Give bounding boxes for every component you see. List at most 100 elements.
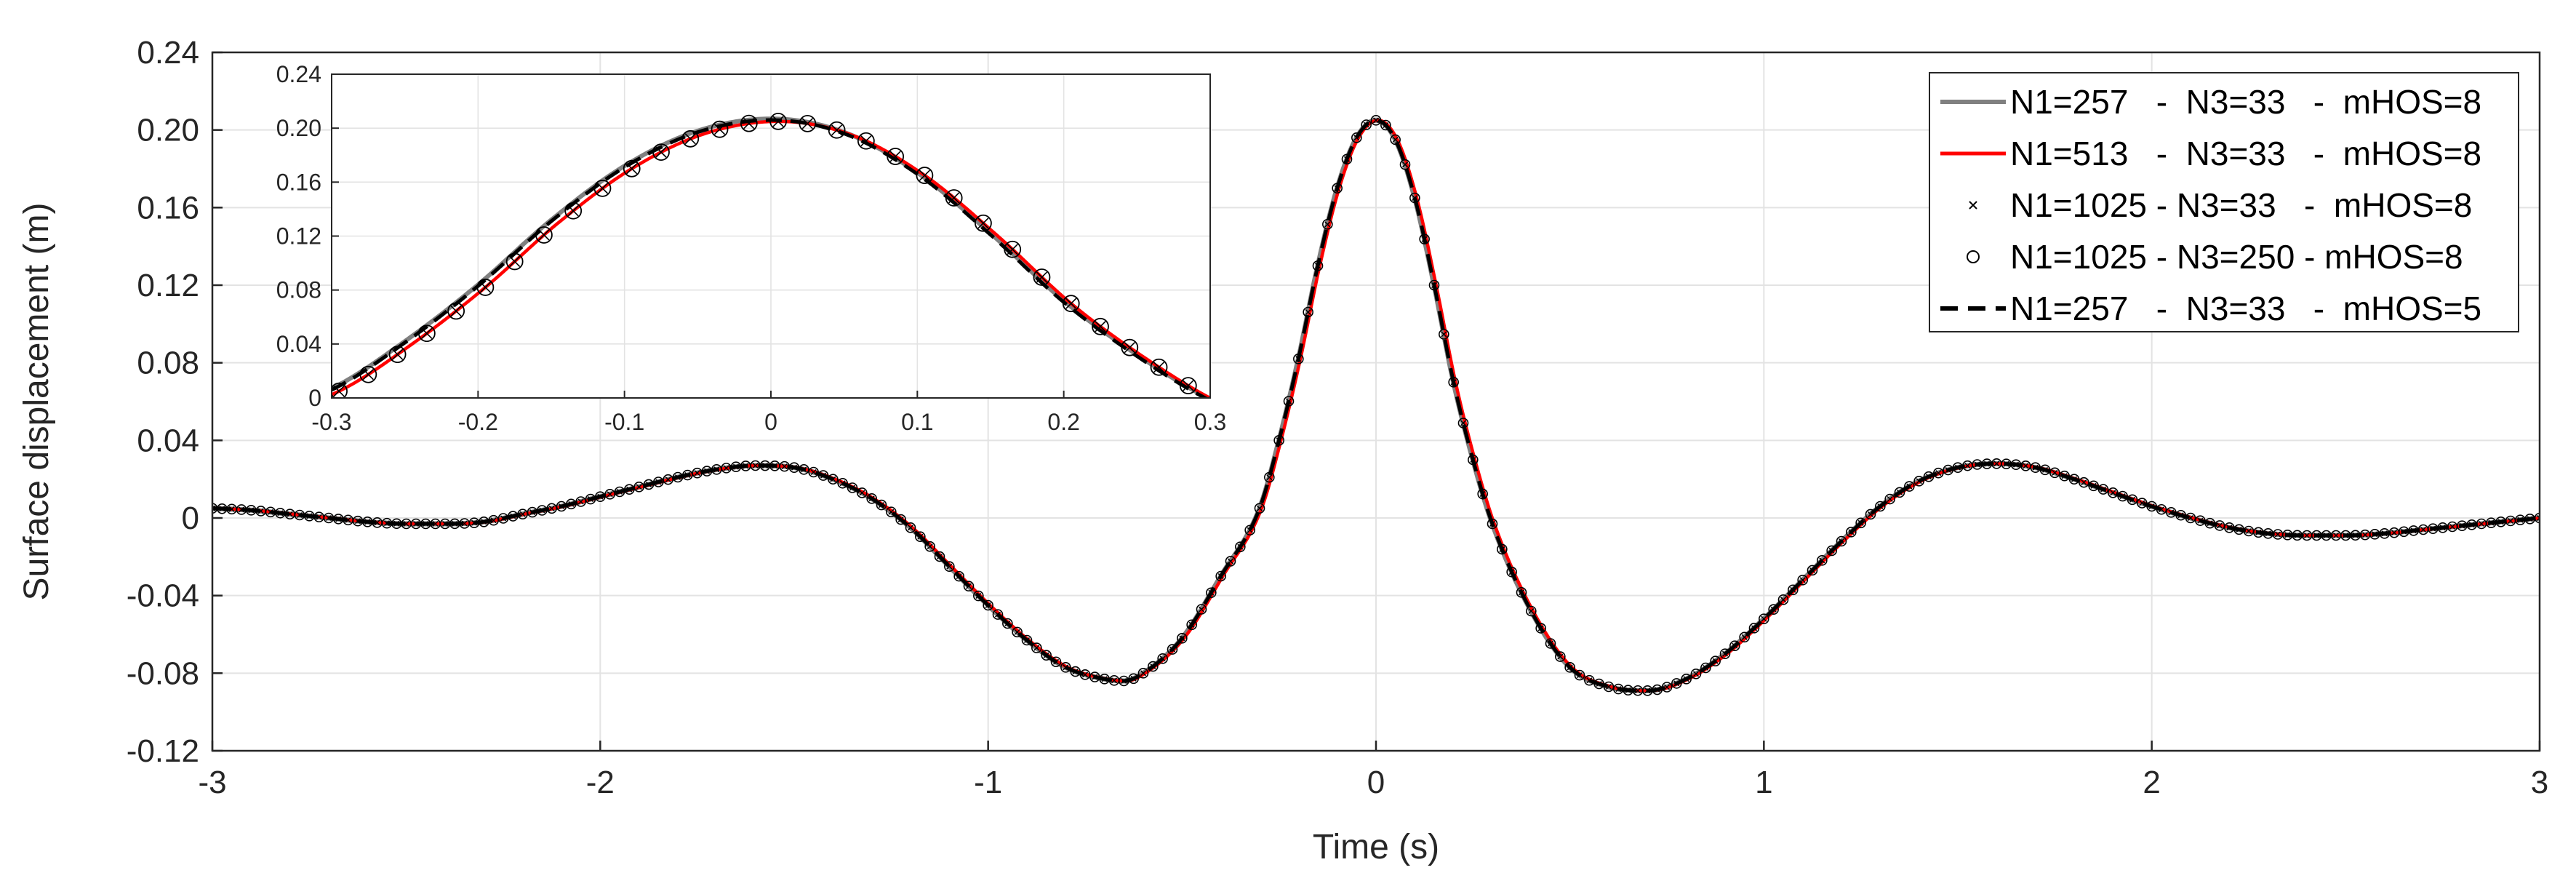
x-marker (548, 505, 555, 511)
circle-marker (905, 522, 916, 533)
legend-item: N1=257 - N3=33 - mHOS=8 (1940, 83, 2481, 121)
circle-marker (924, 541, 935, 552)
x-tick-label: 0 (1367, 765, 1385, 800)
x-marker (1692, 671, 1700, 677)
x-tick-label: 1 (1755, 765, 1772, 800)
circle-marker (1788, 584, 1799, 596)
circle-marker (886, 506, 897, 517)
x-tick-label: -3 (198, 765, 226, 800)
legend-item: N1=1025 - N3=250 - mHOS=8 (1967, 238, 2463, 276)
legend-label: N1=1025 - N3=33 - mHOS=8 (2010, 186, 2472, 224)
y-tick-label: -0.12 (127, 733, 199, 769)
circle-marker (1235, 541, 1246, 552)
x-marker (636, 484, 642, 490)
legend-swatch-circle (1967, 250, 1980, 263)
circle-marker (1875, 501, 1886, 512)
circle-marker (1710, 655, 1721, 667)
legend-item: N1=513 - N3=33 - mHOS=8 (1940, 135, 2481, 172)
inset-y-tick-label: 0.04 (276, 331, 321, 357)
circle-marker (2079, 477, 2089, 488)
circle-marker (1526, 605, 1537, 617)
circle-marker (1826, 545, 1837, 557)
circle-marker (1748, 623, 1760, 634)
y-tick-label: 0.24 (137, 35, 199, 71)
circle-marker (1681, 674, 1692, 685)
circle-marker (1700, 662, 1711, 674)
inset-y-tick-label: 0.08 (276, 277, 321, 303)
inset-axes: -0.3 -0.2 -0.1 0 0.1 0.2 0.3 0 0.04 0.08 0.12 0.16 0… (276, 61, 1227, 435)
inset-circle-marker (711, 120, 729, 138)
inset-x-tick-label: -0.1 (604, 409, 644, 435)
inset-circle-marker (623, 159, 641, 178)
y-tick-label: 0.08 (137, 346, 199, 381)
inset-x-marker (977, 218, 989, 229)
x-marker (2391, 530, 2398, 536)
x-tick-label: 3 (2531, 765, 2548, 800)
inset-x-tick-label: -0.2 (458, 409, 498, 435)
circle-marker (983, 599, 993, 611)
x-marker (1324, 221, 1331, 228)
circle-marker (1913, 476, 1924, 487)
inset-x-tick-label: 0.3 (1194, 409, 1226, 435)
circle-marker (992, 609, 1004, 620)
main-tick-labels: -3 -2 -1 0 1 2 3 -0.12 -0.08 -0.04 0 0.04 0.08 0.12 0.… (127, 35, 2549, 800)
circle-marker (1380, 119, 1391, 131)
inset-series-layer (332, 112, 1210, 398)
circle-marker (1002, 618, 1013, 629)
circle-marker (1894, 487, 1905, 498)
inset-x-marker (801, 118, 813, 129)
x-marker (1993, 461, 2000, 467)
x-marker (2303, 532, 2311, 539)
x-marker (2081, 479, 2087, 486)
inset-y-tick-label: 0.16 (276, 169, 321, 195)
legend-label: N1=257 - N3=33 - mHOS=5 (2010, 290, 2481, 327)
circle-marker (1506, 566, 1517, 578)
legend-swatch-x (1969, 201, 1977, 210)
circle-marker (1768, 604, 1779, 615)
circle-marker (963, 581, 975, 591)
legend: N1=257 - N3=33 - mHOS=8 N1=513 - N3=33 - … (1929, 72, 2519, 332)
x-marker (665, 477, 671, 483)
circle-marker (1817, 555, 1828, 566)
main-series-layer (212, 115, 2540, 696)
legend-label: N1=513 - N3=33 - mHOS=8 (2010, 135, 2481, 172)
x-marker (1964, 463, 1971, 469)
circle-marker (1351, 132, 1362, 143)
circle-marker (1846, 527, 1857, 538)
circle-marker (934, 551, 945, 562)
inset-x-tick-label: -0.3 (311, 409, 351, 435)
circle-marker (1399, 159, 1411, 170)
circle-marker (1797, 575, 1808, 586)
legend-label: N1=257 - N3=33 - mHOS=8 (2010, 83, 2481, 121)
legend-item: N1=1025 - N3=33 - mHOS=8 (1969, 186, 2472, 224)
circle-marker (973, 590, 984, 602)
x-marker (1761, 615, 1767, 622)
inset-x-marker (1124, 342, 1135, 354)
inset-series-markers-1025-n3-33 (333, 116, 1194, 397)
circle-marker (1739, 631, 1750, 643)
circle-marker (1865, 509, 1876, 520)
circle-marker (1041, 650, 1052, 661)
x-marker (2052, 469, 2058, 476)
x-marker (1111, 677, 1118, 684)
circle-marker (1012, 626, 1023, 638)
x-marker (859, 490, 865, 496)
x-marker (694, 470, 700, 477)
circle-marker (837, 477, 848, 489)
circle-marker (1254, 503, 1265, 514)
inset-y-tick-label: 0.20 (276, 115, 321, 141)
inset-x-marker (1065, 298, 1077, 309)
inset-circle-marker (332, 382, 348, 398)
circle-marker (1884, 493, 1895, 505)
circle-marker (1215, 570, 1226, 582)
circle-marker (1574, 669, 1585, 681)
x-marker (2216, 522, 2223, 529)
circle-marker (876, 499, 887, 511)
circle-marker (895, 514, 906, 525)
circle-marker (1225, 556, 1236, 567)
inset-circle-marker (740, 114, 758, 132)
inset-series-line-257-mhos5 (332, 118, 1209, 398)
circle-marker (1196, 604, 1207, 615)
circle-marker (1157, 653, 1168, 664)
